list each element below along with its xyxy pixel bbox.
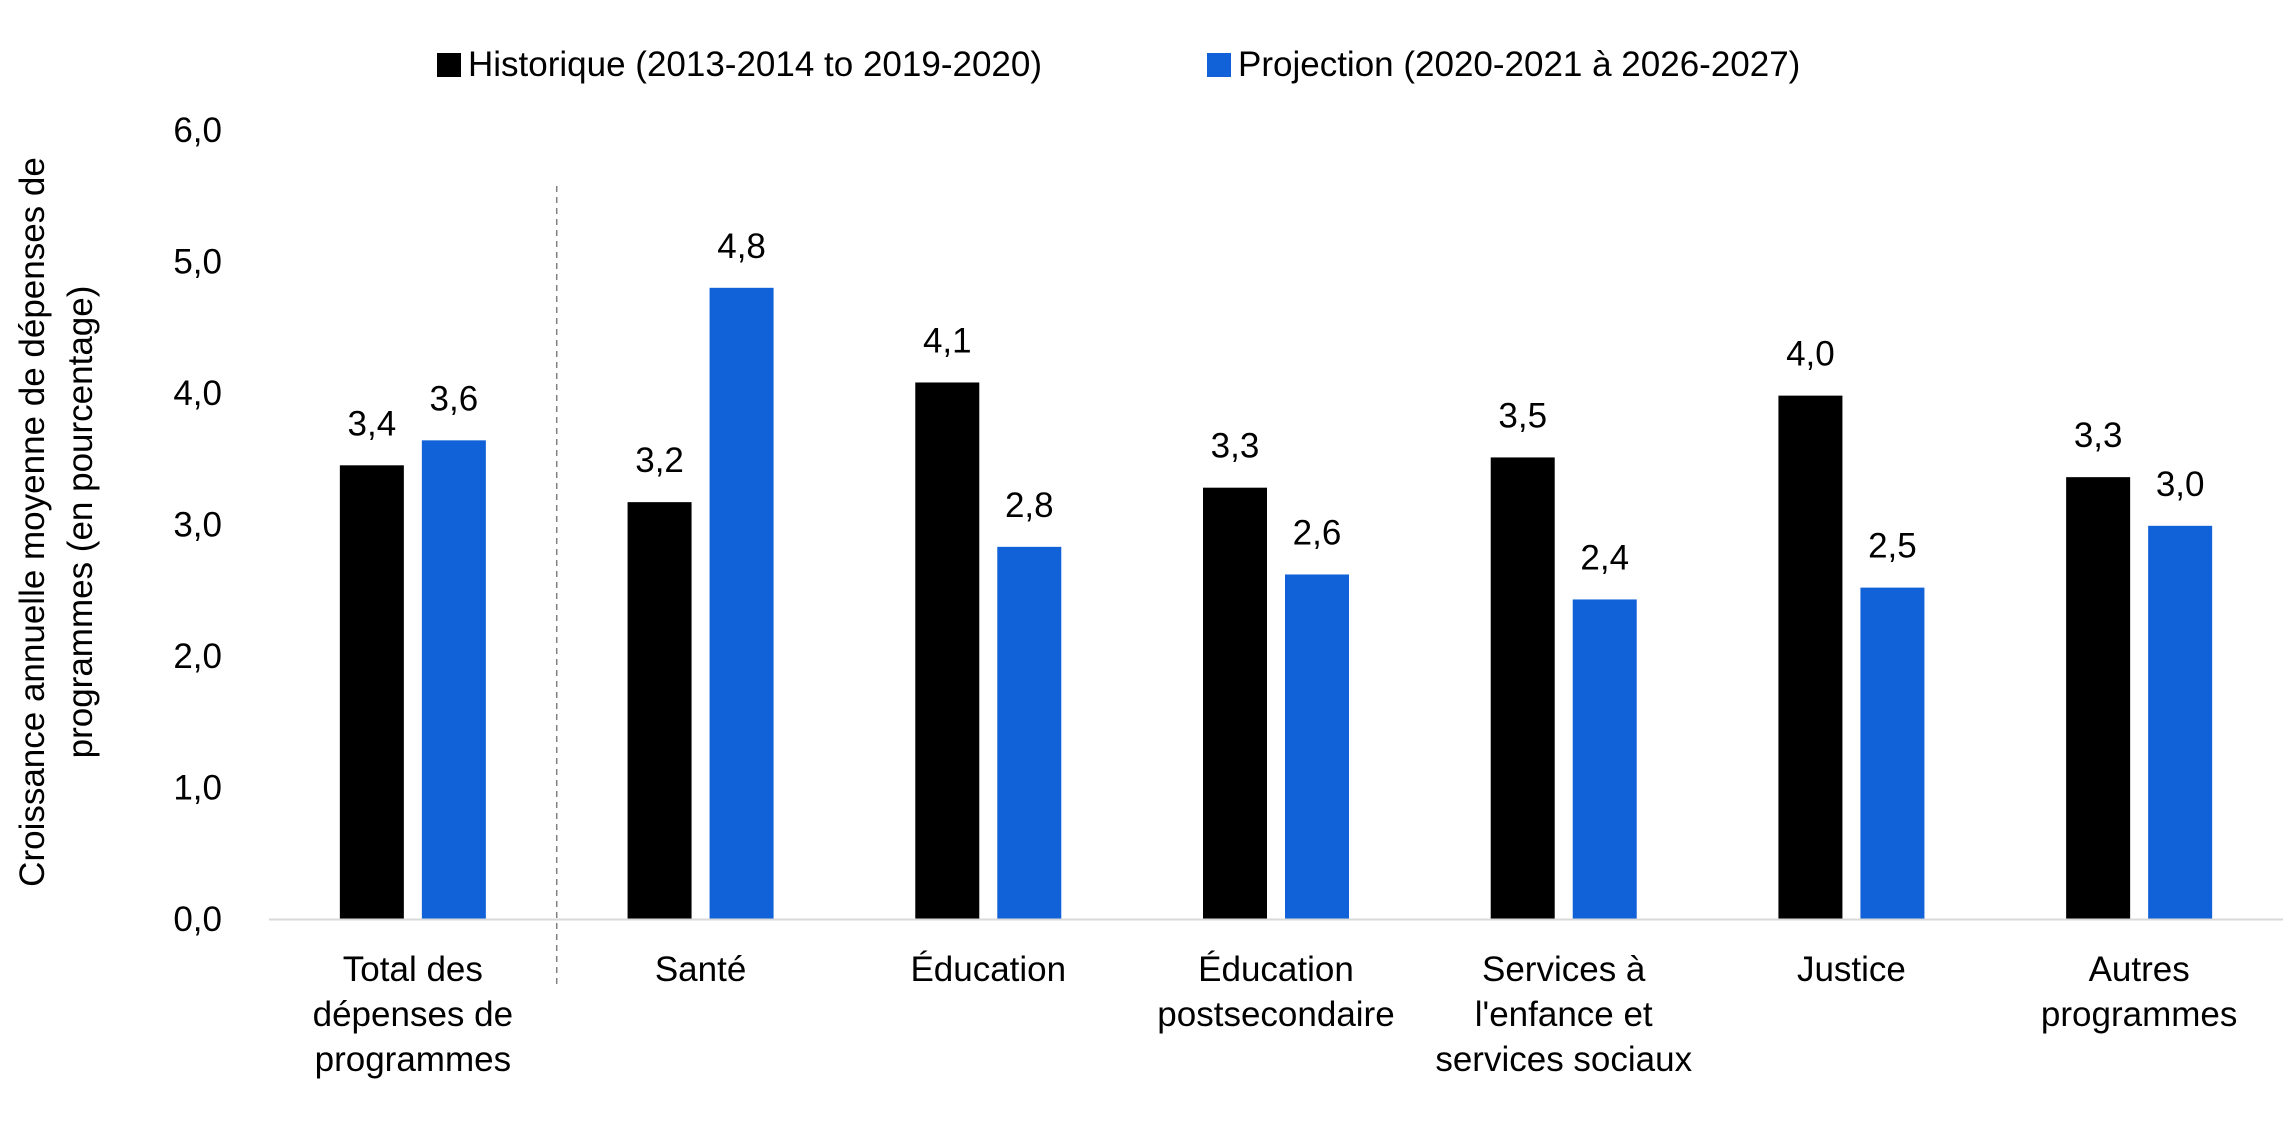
data-label: 4,8 — [717, 227, 766, 266]
data-label: 2,8 — [1005, 486, 1054, 525]
data-label: 3,6 — [430, 379, 479, 418]
bar-historique-5 — [1778, 395, 1843, 919]
x-category-label: Éducation — [1198, 950, 1354, 989]
bar-historique-2 — [915, 382, 980, 920]
x-axis — [269, 186, 2283, 985]
y-tick-label: 2,0 — [173, 637, 222, 676]
data-labels: 3,4 3,6 3,2 4,8 4,1 2,8 3,3 2,6 3,5 2,4 4,0 2,5 3,3 3… — [348, 227, 2205, 578]
x-category-label: services sociaux — [1435, 1040, 1692, 1079]
bar-historique-3 — [1203, 487, 1267, 919]
bar-historique-4 — [1490, 457, 1555, 919]
data-label: 2,6 — [1293, 513, 1342, 552]
y-tick-label: 5,0 — [173, 243, 222, 282]
data-label: 2,5 — [1868, 527, 1917, 566]
bar-projection-0 — [421, 440, 486, 919]
data-label: 3,5 — [1498, 396, 1547, 435]
x-category-label: programmes — [2041, 995, 2237, 1034]
bar-projection-3 — [1285, 574, 1349, 919]
x-category-label: Autres — [2089, 950, 2190, 989]
x-axis-category-labels: Total des dépenses de programmes Santé Éduca… — [313, 950, 2238, 1079]
data-label: 3,0 — [2156, 465, 2205, 504]
x-category-label: postsecondaire — [1157, 995, 1394, 1034]
data-label: 3,4 — [348, 404, 397, 443]
legend-label-1: Projection (2020-2021 à 2026-2027) — [1238, 45, 1800, 84]
y-tick-label: 4,0 — [173, 374, 222, 413]
bar-projection-6 — [2148, 525, 2213, 919]
data-label: 3,3 — [2074, 416, 2123, 455]
x-category-label: Services à — [1482, 950, 1646, 989]
x-category-label: Total des — [343, 950, 483, 989]
data-label: 3,3 — [1211, 427, 1260, 466]
y-tick-label: 1,0 — [173, 769, 222, 808]
x-category-label: programmes — [315, 1040, 511, 1079]
legend: Historique (2013-2014 to 2019-2020) Proje… — [437, 45, 1800, 84]
legend-label-0: Historique (2013-2014 to 2019-2020) — [468, 45, 1042, 84]
y-tick-label: 0,0 — [173, 900, 222, 939]
y-axis-title-line-1: programmes (en pourcentage) — [61, 286, 100, 759]
y-tick-label: 6,0 — [173, 111, 222, 150]
x-category-label: l'enfance et — [1475, 995, 1653, 1034]
bar-projection-4 — [1572, 599, 1637, 919]
data-label: 4,0 — [1786, 335, 1835, 374]
bar-historique-1 — [627, 502, 692, 919]
legend-swatch-0 — [437, 53, 461, 77]
y-axis-title-line-0: Croissance annuelle moyenne de dépenses … — [13, 157, 52, 887]
y-tick-label: 3,0 — [173, 506, 222, 545]
bars — [339, 287, 2213, 920]
x-category-label: Éducation — [910, 950, 1066, 989]
x-category-label: dépenses de — [313, 995, 513, 1034]
x-category-label: Justice — [1797, 950, 1906, 989]
x-category-label: Santé — [655, 950, 746, 989]
bar-projection-2 — [997, 546, 1062, 919]
data-label: 4,1 — [923, 321, 972, 360]
bar-historique-6 — [2066, 477, 2131, 919]
y-axis-ticks: 0,0 1,0 2,0 3,0 4,0 5,0 6,0 — [173, 111, 222, 939]
data-label: 3,2 — [635, 441, 684, 480]
legend-swatch-1 — [1207, 53, 1231, 77]
bar-projection-5 — [1860, 587, 1925, 919]
data-label: 2,4 — [1580, 538, 1629, 577]
y-axis-title: Croissance annuelle moyenne de dépenses … — [13, 157, 100, 887]
bar-projection-1 — [709, 287, 774, 919]
bar-historique-0 — [339, 465, 404, 919]
